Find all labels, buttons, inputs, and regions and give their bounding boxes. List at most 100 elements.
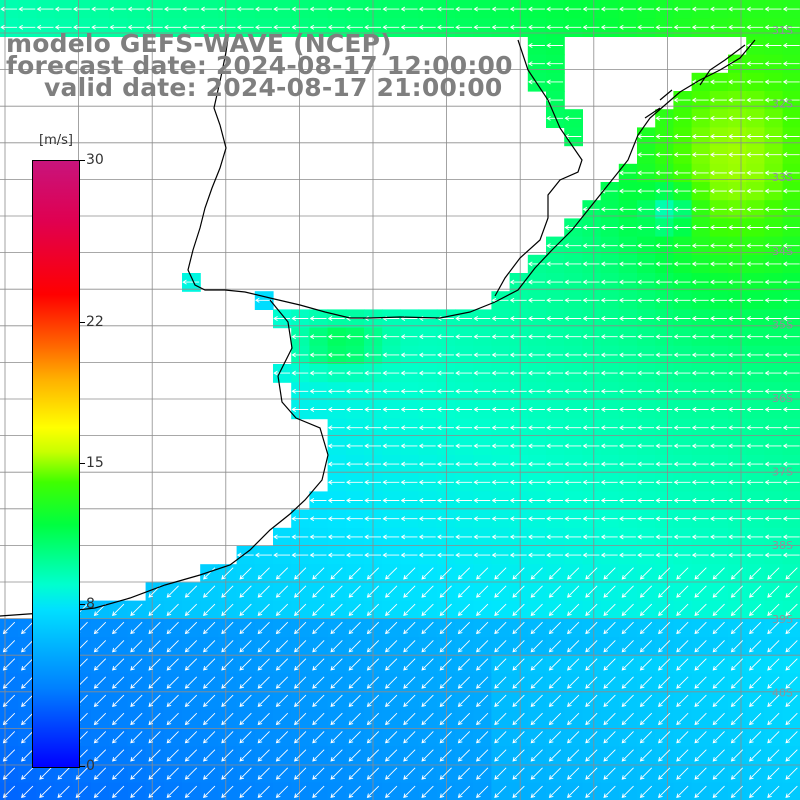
wind-arrow [130, 712, 143, 726]
wind-arrow [782, 279, 800, 285]
wind-arrow [255, 6, 272, 12]
wind-arrow [691, 461, 709, 467]
wind-arrow [694, 749, 707, 762]
wind-arrow [509, 316, 527, 321]
wind-arrow [257, 640, 270, 653]
wind-arrow [348, 658, 361, 671]
wind-arrow [728, 479, 746, 485]
wind-arrow [312, 785, 325, 798]
colorbar [32, 160, 80, 768]
wind-arrow [73, 24, 90, 30]
wind-arrow [528, 479, 545, 485]
wind-arrow [619, 279, 636, 285]
wind-arrow [746, 352, 764, 358]
wind-arrow [767, 621, 780, 635]
wind-arrow [603, 785, 616, 798]
wind-arrow [567, 731, 580, 744]
wind-arrow [400, 461, 418, 467]
wind-arrow [673, 6, 691, 12]
wind-arrow [603, 731, 616, 744]
latitude-label: 39S [772, 613, 793, 626]
wind-arrow [418, 407, 436, 412]
wind-arrow [418, 552, 436, 558]
wind-arrow [439, 621, 452, 635]
wind-arrow [676, 694, 689, 707]
wind-arrow [746, 479, 764, 485]
wind-arrow [473, 334, 491, 340]
wind-arrow [437, 24, 454, 30]
wind-arrow [93, 712, 107, 726]
wind-arrow [619, 407, 636, 412]
wind-arrow [455, 516, 473, 522]
wind-arrow [403, 567, 416, 580]
wind-arrow [421, 567, 434, 580]
wind-arrow [782, 97, 800, 103]
wind-arrow [494, 621, 507, 635]
wind-arrow [546, 370, 564, 376]
wind-arrow [364, 534, 382, 540]
wind-arrow [21, 785, 34, 798]
wind-arrow [166, 785, 179, 798]
wind-arrow [530, 749, 543, 762]
wind-arrow [148, 712, 161, 726]
wind-arrow [730, 603, 744, 616]
wind-arrow [145, 6, 163, 12]
model-title: modelo GEFS-WAVE (NCEP) [6, 29, 392, 58]
wind-arrow [382, 516, 400, 522]
wind-arrow [455, 352, 473, 358]
wind-arrow [403, 694, 416, 707]
wind-arrow [767, 567, 780, 580]
wind-arrow [619, 206, 636, 212]
wind-arrow [275, 676, 289, 689]
wind-arrow [509, 6, 527, 12]
wind-arrow [457, 621, 471, 635]
wind-arrow [600, 279, 618, 285]
wind-arrow [494, 585, 507, 598]
wind-arrow [728, 97, 746, 103]
colorbar-tick-label: 0 [86, 758, 95, 774]
wind-arrow [712, 785, 725, 798]
wind-arrow [236, 6, 254, 12]
wind-arrow [530, 658, 543, 671]
wind-arrow [764, 552, 782, 558]
wind-arrow [582, 552, 600, 558]
wind-arrow [567, 676, 580, 689]
wind-arrow [0, 24, 18, 30]
wind-arrow [473, 516, 491, 522]
wind-arrow [18, 6, 36, 12]
wind-arrow [621, 567, 634, 580]
wind-arrow [764, 334, 782, 340]
wind-arrow [728, 425, 746, 431]
wind-arrow [327, 388, 345, 394]
wind-arrow [221, 731, 234, 744]
wind-arrow [166, 640, 179, 653]
wind-arrow [348, 676, 361, 689]
wind-arrow [691, 115, 709, 121]
wind-arrow [746, 24, 764, 30]
wind-arrow [639, 749, 653, 762]
wind-arrow [673, 534, 691, 540]
wind-arrow [221, 640, 234, 653]
wind-arrow [528, 61, 545, 67]
wind-arrow [567, 694, 580, 707]
wind-arrow [764, 370, 782, 376]
wind-arrow [764, 206, 782, 212]
wind-arrow [619, 225, 636, 230]
wind-arrow [182, 279, 200, 285]
wind-arrow [655, 352, 673, 358]
wind-arrow [239, 694, 252, 707]
wind-arrow [585, 640, 598, 653]
wind-arrow [746, 79, 764, 85]
wind-arrow [257, 731, 270, 744]
wind-arrow [473, 498, 491, 503]
wind-arrow [203, 603, 216, 616]
wind-arrow [676, 658, 689, 671]
wind-arrow [112, 785, 125, 798]
wind-arrow [166, 585, 179, 598]
wind-arrow [585, 749, 598, 762]
wind-arrow [730, 567, 744, 580]
wind-arrow [21, 621, 34, 635]
wind-arrow [567, 567, 580, 580]
wind-arrow [148, 694, 161, 707]
wind-arrow [130, 749, 143, 762]
